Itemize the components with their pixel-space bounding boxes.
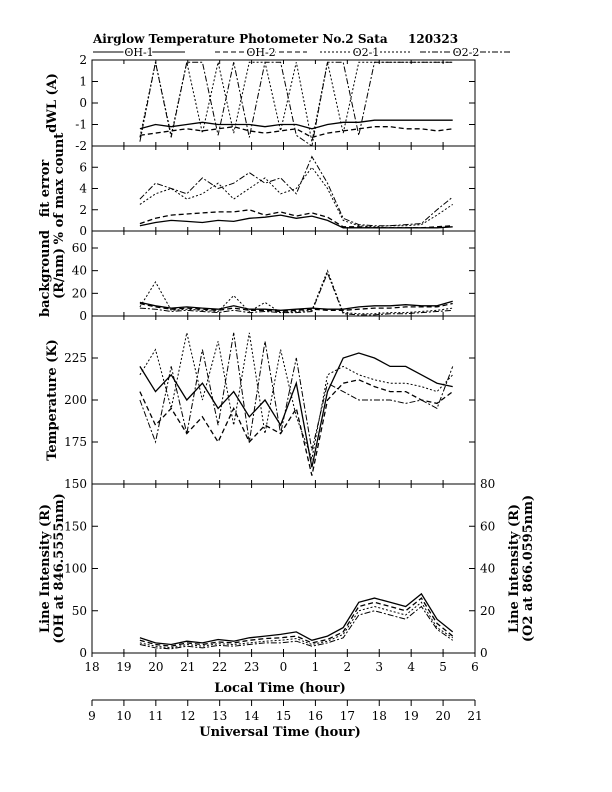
ylabel-right: Line Intensity (R) [507,504,522,633]
ytick-right-label-3: 60 [480,519,495,533]
ut-tick-label-7: 16 [308,709,323,723]
series-dwl-2 [139,61,453,142]
legend-label-1: OH-2 [246,46,275,59]
ut-tick-label-6: 15 [276,709,291,723]
ut-tick-label-2: 11 [148,709,163,723]
x-axes: 18 19 20 21 22 23 0 1 2 3 4 5 69 10 11 12 13 14 15 16 17 18 19… [84,653,483,723]
series-fit-1 [139,209,453,229]
local-tick-label-7: 1 [312,660,320,674]
ylabel2-fit: % of max count [52,133,67,245]
ytick-label-bg-1: 20 [72,286,87,300]
ylabel-temp: Temperature (K) [45,339,60,461]
ytick-label-temp-1: 175 [64,435,87,449]
local-tick-label-8: 2 [344,660,352,674]
ytick-right-label-4: 80 [480,477,495,491]
local-tick-label-1: 19 [116,660,131,674]
ytick-label-temp-0: 150 [64,477,87,491]
series-intensity-1 [139,597,454,647]
ylabel-intensity: Line Intensity (R) [38,504,53,633]
ut-tick-label-9: 18 [372,709,387,723]
ut-tick-label-12: 21 [467,709,482,723]
ytick-label-bg-3: 60 [72,241,87,255]
series-intensity-2 [139,601,453,649]
series-temp-0 [139,352,453,468]
ut-tick-label-0: 9 [88,709,96,723]
ylabel-right2: (O2 at 866.0595nm) [521,495,536,642]
ytick-label-bg-2: 40 [72,264,87,278]
series-dwl-1 [139,126,453,139]
local-tick-label-0: 18 [84,660,99,674]
legend-label-2: O2-1 [353,46,380,59]
series-fit-2 [139,166,453,228]
panel-frame-dwl [91,59,476,147]
ytick-label-fit-1: 2 [79,203,87,217]
panel-frame-fit [91,145,476,232]
panel-frame-bg [91,230,476,317]
local-tick-label-5: 23 [244,660,259,674]
legend-label-3: O2-2 [453,46,480,59]
ut-tick-label-5: 14 [244,709,260,723]
ytick-label-fit-2: 4 [79,182,87,196]
ut-tick-label-1: 10 [116,709,131,723]
local-tick-label-6: 0 [280,660,288,674]
local-tick-label-4: 22 [212,660,227,674]
local-tick-label-9: 3 [375,660,383,674]
ylabel-dwl: dWL (A) [45,73,60,133]
ytick-label-fit-0: 0 [79,224,87,238]
local-tick-label-11: 5 [439,660,447,674]
series-bg-3 [139,271,453,316]
ut-tick-label-8: 17 [340,709,355,723]
ytick-label-intensity-0: 0 [79,646,87,660]
ytick-label-dwl-2: 0 [79,96,87,110]
series-temp-3 [139,332,454,451]
ytick-label-dwl-1: -1 [75,118,87,132]
legend: OH-1 OH-2 O2-1 O2-2 [93,45,512,61]
ytick-label-bg-0: 0 [79,309,87,323]
ytick-label-intensity-3: 150 [64,519,87,533]
series-bg-0 [139,300,453,311]
series-dwl-3 [139,61,453,146]
ytick-right-label-2: 40 [480,562,495,576]
local-tick-label-12: 6 [471,660,479,674]
local-tick-label-2: 20 [148,660,163,674]
ytick-label-dwl-0: -2 [75,139,87,153]
series-fit-3 [139,155,454,227]
date-code: 120323 [408,32,458,46]
series-intensity-3 [139,605,453,650]
ytick-label-temp-3: 225 [64,351,87,365]
ytick-right-label-0: 0 [480,646,488,660]
ytick-label-temp-2: 200 [64,393,87,407]
ylabel2-intensity: (OH at 846.5555nm) [52,493,67,643]
ut-tick-label-11: 20 [435,709,450,723]
ylabel-bg: background [38,230,53,317]
local-tick-label-3: 21 [180,660,195,674]
series-intensity-0 [139,592,454,646]
chart-title: Airglow Temperature Photometer No.2 Sata [92,32,388,46]
panel-frame-intensity [91,483,476,654]
ut-tick-label-3: 12 [180,709,195,723]
series-temp-1 [139,379,454,476]
series-bg-1 [139,302,453,313]
ytick-label-fit-3: 6 [79,160,87,174]
series-layer [139,61,454,650]
series-dwl-0 [139,119,453,130]
legend-label-0: OH-1 [124,46,153,59]
ytick-label-dwl-3: 1 [79,75,87,89]
ylabel2-bg: (R/nm) [52,248,67,299]
ytick-label-intensity-1: 50 [72,604,87,618]
ytick-label-intensity-2: 100 [64,562,87,576]
panels: -2 -1 0 1 2 dWL (A) 0 2 4 6 fit error% of max coun… [38,53,536,660]
series-bg-2 [139,269,453,315]
local-tick-label-10: 4 [407,660,415,674]
series-temp-2 [139,332,454,461]
ytick-label-dwl-4: 2 [79,53,87,67]
ut-label: Universal Time (hour) [199,725,361,740]
ut-tick-label-4: 13 [212,709,227,723]
ylabel-fit: fit error [38,160,53,218]
panel-frame-temp [91,315,476,485]
ut-tick-label-10: 19 [404,709,419,723]
local-time-label: Local Time (hour) [214,681,346,696]
ytick-right-label-1: 20 [480,604,495,618]
